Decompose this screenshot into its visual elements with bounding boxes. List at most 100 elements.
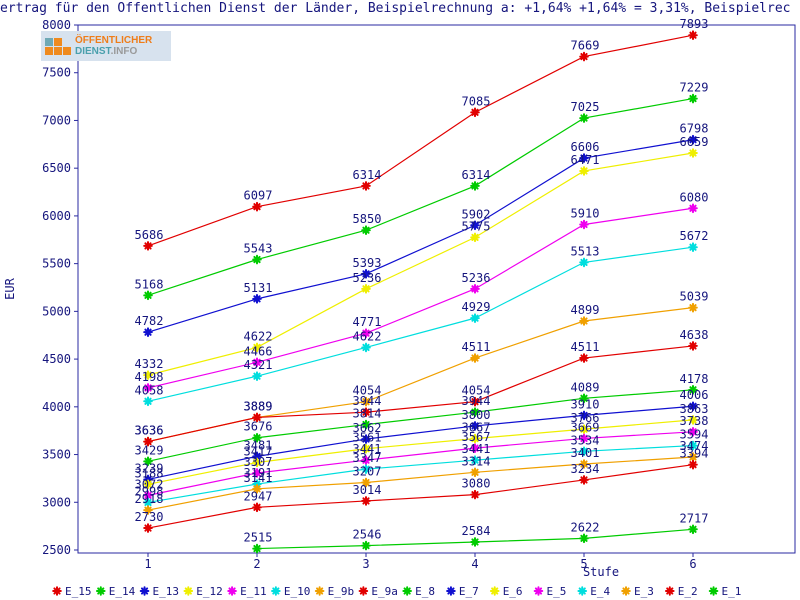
- data-point-marker: [579, 459, 589, 469]
- data-point-marker: [52, 586, 62, 596]
- x-tick-label: 6: [689, 557, 696, 571]
- data-point-marker: [688, 427, 698, 437]
- series-line: [147, 152, 694, 376]
- series-line: [147, 246, 694, 402]
- data-point-marker: [688, 415, 698, 425]
- point-value-label: 2546: [353, 528, 382, 542]
- data-point-marker: [361, 443, 371, 454]
- data-point-marker: [252, 412, 262, 423]
- point-value-label: 2515: [244, 531, 273, 545]
- legend-label: E_9a: [371, 585, 398, 598]
- data-point-marker: [470, 407, 480, 417]
- point-value-label: 6314: [462, 168, 491, 182]
- legend-item-E_2: E_2: [664, 585, 698, 598]
- point-value-label: 4466: [244, 344, 273, 358]
- point-value-label: 4054: [353, 384, 382, 398]
- logo-line2-info: .INFO: [110, 46, 138, 57]
- point-value-label: 5513: [571, 244, 600, 258]
- point-value-label: 3889: [244, 399, 273, 413]
- data-point-marker: [143, 479, 153, 490]
- data-point-marker: [252, 342, 262, 353]
- point-value-label: 4511: [462, 340, 491, 354]
- data-point-marker: [579, 113, 589, 123]
- legend-item-E_10: E_10: [271, 585, 310, 598]
- y-axis: 2500 3000 3500 4000 4500 5000 5500 6000 6500 7000…: [3, 18, 78, 557]
- data-point-marker: [470, 284, 480, 294]
- series-E_10: 4058 4321 4622 4929 5513 5672: [135, 229, 708, 407]
- y-tick-label: 6500: [42, 161, 71, 175]
- point-value-label: 4006: [680, 388, 709, 402]
- legend-item-E_6: E_6: [489, 585, 523, 598]
- point-value-label: 5543: [244, 242, 273, 256]
- point-value-label: 3207: [353, 465, 382, 479]
- series-line: [147, 345, 694, 443]
- series-E_1: 2515 2546 2584 2622 2717: [244, 511, 708, 554]
- logo-line2-dienst: DIENST: [75, 46, 111, 57]
- logo-square-orange: [45, 46, 53, 55]
- point-value-label: 3234: [571, 462, 600, 476]
- legend-item-E_5: E_5: [533, 585, 566, 598]
- data-point-marker: [143, 523, 153, 533]
- data-point-marker: [579, 446, 589, 457]
- data-point-marker: [139, 586, 150, 596]
- point-value-label: 4782: [135, 314, 164, 328]
- point-value-label: 3188: [135, 466, 164, 480]
- legend-label: E_9b: [328, 585, 355, 598]
- data-point-marker: [664, 586, 675, 596]
- point-value-label: 4771: [353, 315, 382, 329]
- data-point-marker: [470, 181, 480, 191]
- point-value-label: 6659: [680, 135, 709, 149]
- point-value-label: 2622: [571, 520, 600, 534]
- data-point-marker: [470, 537, 480, 547]
- legend-label: E_8: [415, 585, 435, 598]
- y-tick-label: 4000: [42, 400, 71, 414]
- data-point-marker: [143, 383, 153, 393]
- series-line: [147, 464, 694, 529]
- series-E_12: 4332 4622 5236 5775 6471 6659: [135, 135, 709, 380]
- data-point-marker: [143, 290, 153, 301]
- data-point-marker: [252, 357, 262, 368]
- data-point-marker: [361, 181, 371, 191]
- legend-label: E_6: [503, 585, 523, 598]
- data-point-marker: [470, 232, 480, 243]
- point-value-label: 2584: [462, 524, 491, 538]
- point-value-label: 4622: [353, 329, 382, 343]
- point-value-label: 7893: [680, 17, 709, 31]
- data-point-marker: [361, 496, 371, 506]
- point-value-label: 3889: [244, 399, 273, 413]
- series-E_9b: 3636 3889 4054 4511 4899 5039: [135, 290, 708, 447]
- point-value-label: 3800: [462, 408, 491, 422]
- data-point-marker: [252, 502, 262, 513]
- data-point-marker: [143, 327, 153, 337]
- data-point-marker: [402, 586, 412, 596]
- x-tick-label: 1: [144, 557, 151, 571]
- y-tick-label: 8000: [42, 18, 71, 32]
- data-point-marker: [579, 316, 589, 326]
- x-axis: 1 2 3 4 5 6 Stufe: [144, 553, 697, 579]
- series-E_15: 5686 6097 6314 7085 7669 7893: [135, 17, 709, 251]
- legend-label: E_4: [590, 585, 610, 598]
- data-point-marker: [143, 490, 153, 501]
- legend-label: E_2: [678, 585, 698, 598]
- data-point-marker: [252, 294, 262, 304]
- point-value-label: 3814: [353, 407, 382, 421]
- point-value-label: 7085: [462, 94, 491, 108]
- data-point-marker: [361, 455, 371, 465]
- data-point-marker: [143, 497, 153, 508]
- data-point-marker: [470, 443, 480, 453]
- logo-grid-icon: [45, 37, 71, 55]
- legend-item-E_13: E_13: [139, 585, 179, 598]
- legend-item-E_14: E_14: [95, 585, 136, 598]
- data-point-marker: [579, 153, 589, 163]
- point-value-label: 3863: [680, 402, 709, 416]
- data-point-marker: [252, 484, 262, 494]
- data-point-marker: [688, 242, 698, 253]
- data-point-marker: [361, 419, 371, 430]
- data-point-marker: [579, 166, 589, 176]
- y-tick-label: 7000: [42, 113, 71, 127]
- data-point-marker: [95, 586, 106, 596]
- logo-square-orange: [54, 37, 62, 46]
- data-point-marker: [579, 533, 589, 544]
